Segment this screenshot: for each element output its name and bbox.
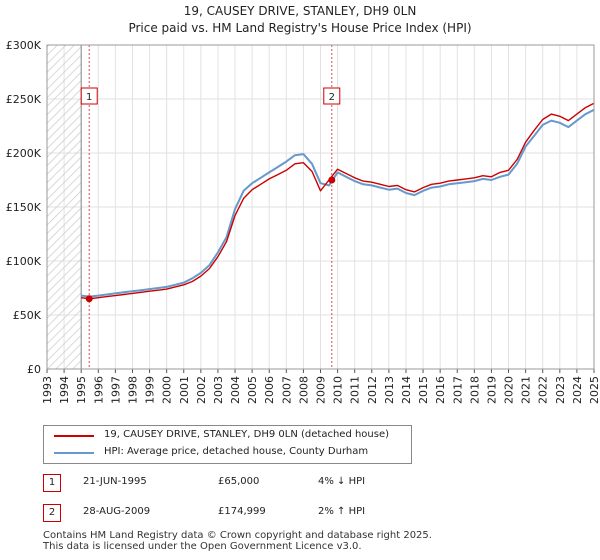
x-tick-label: 2000: [161, 376, 174, 404]
x-tick-label: 2006: [263, 376, 276, 404]
sale-date: 21-JUN-1995: [83, 476, 147, 487]
sale-badge: 2: [43, 504, 61, 522]
x-tick-label: 2011: [349, 376, 362, 404]
legend-swatch-property: [54, 435, 94, 437]
x-tick-label: 1997: [109, 376, 122, 404]
x-tick-label: 2004: [229, 376, 242, 404]
grid: [46, 44, 595, 370]
series-lines: [81, 102, 595, 300]
y-tick-label: £100K: [6, 255, 42, 268]
sale-badge: 1: [43, 474, 61, 492]
footer-copyright: Contains HM Land Registry data © Crown c…: [43, 530, 432, 541]
y-tick-label: £200K: [6, 147, 42, 160]
sale-hpi-delta: 2% ↑ HPI: [318, 506, 366, 517]
sale-hpi-delta: 4% ↓ HPI: [318, 476, 366, 487]
sale-points: [85, 176, 336, 303]
x-tick-label: 1993: [41, 376, 54, 404]
sale-price: £174,999: [218, 506, 266, 517]
sale-price: £65,000: [218, 476, 260, 487]
x-tick-label: 2001: [178, 376, 191, 404]
y-tick-label: £300K: [6, 39, 42, 52]
x-tick-label: 2008: [297, 376, 310, 404]
axes: £0 £50K £100K £150K £200K £250K £300K 1993 1994 1…: [6, 39, 600, 404]
x-tick-label: 2020: [503, 376, 516, 404]
y-tick-label: £250K: [6, 93, 42, 106]
x-tick-label: 2015: [417, 376, 430, 404]
sale-point: [328, 176, 336, 184]
x-tick-label: 2013: [383, 376, 396, 404]
x-tick-label: 2024: [571, 376, 584, 404]
sale-marker-box: [323, 87, 341, 105]
x-tick-label: 1996: [92, 376, 105, 404]
legend-item-property: 19, CAUSEY DRIVE, STANLEY, DH9 0LN (deta…: [44, 428, 411, 444]
pre-data-hatch: [47, 45, 82, 369]
sale-marker-label: 1: [86, 92, 92, 103]
y-tick-label: £0: [27, 363, 41, 376]
x-tick-label: 2016: [434, 376, 447, 404]
x-tick-label: 2009: [315, 376, 328, 404]
x-tick-label: 2003: [212, 376, 225, 404]
chart-subtitle: Price paid vs. HM Land Registry's House …: [128, 21, 472, 35]
x-tick-label: 2025: [588, 376, 600, 404]
x-tick-label: 1995: [75, 376, 88, 404]
sale-marker-box: [80, 87, 98, 105]
y-tick-label: £50K: [13, 309, 42, 322]
legend-item-hpi: HPI: Average price, detached house, Coun…: [44, 445, 411, 461]
legend-label-property: 19, CAUSEY DRIVE, STANLEY, DH9 0LN (deta…: [104, 429, 390, 440]
footer: Contains HM Land Registry data © Crown c…: [43, 530, 432, 552]
legend-swatch-hpi: [54, 452, 94, 454]
x-tick-label: 1994: [58, 376, 71, 404]
hatch-region: [47, 45, 82, 369]
chart-title: 19, CAUSEY DRIVE, STANLEY, DH9 0LN: [183, 4, 417, 18]
hpi-series-line: [81, 108, 595, 298]
x-tick-label: 2014: [400, 376, 413, 404]
sale-point: [85, 295, 93, 303]
footer-licence: This data is licensed under the Open Gov…: [43, 541, 362, 552]
x-tick-label: 2002: [195, 376, 208, 404]
x-tick-label: 2021: [520, 376, 533, 404]
sale-row: 2 28-AUG-2009 £174,999 2% ↑ HPI: [43, 504, 443, 524]
x-tick-label: 2017: [451, 376, 464, 404]
x-tick-label: 1999: [144, 376, 157, 404]
x-tick-label: 2012: [366, 376, 379, 404]
sale-marker-label: 2: [329, 92, 335, 103]
x-tick-label: 2019: [485, 376, 498, 404]
x-tick-label: 2022: [537, 376, 550, 404]
sale-date: 28-AUG-2009: [83, 506, 151, 517]
x-tick-label: 2010: [332, 376, 345, 404]
x-tick-label: 2007: [280, 376, 293, 404]
sale-row: 1 21-JUN-1995 £65,000 4% ↓ HPI: [43, 474, 443, 494]
plot-frame: [46, 44, 595, 370]
x-tick-label: 2018: [468, 376, 481, 404]
property-series-line: [81, 102, 595, 300]
x-tick-label: 2023: [554, 376, 567, 404]
x-tick-label: 2005: [246, 376, 259, 404]
legend-label-hpi: HPI: Average price, detached house, Coun…: [104, 446, 369, 457]
x-tick-label: 1998: [126, 376, 139, 404]
legend: 19, CAUSEY DRIVE, STANLEY, DH9 0LN (deta…: [43, 425, 412, 464]
y-tick-label: £150K: [6, 201, 42, 214]
